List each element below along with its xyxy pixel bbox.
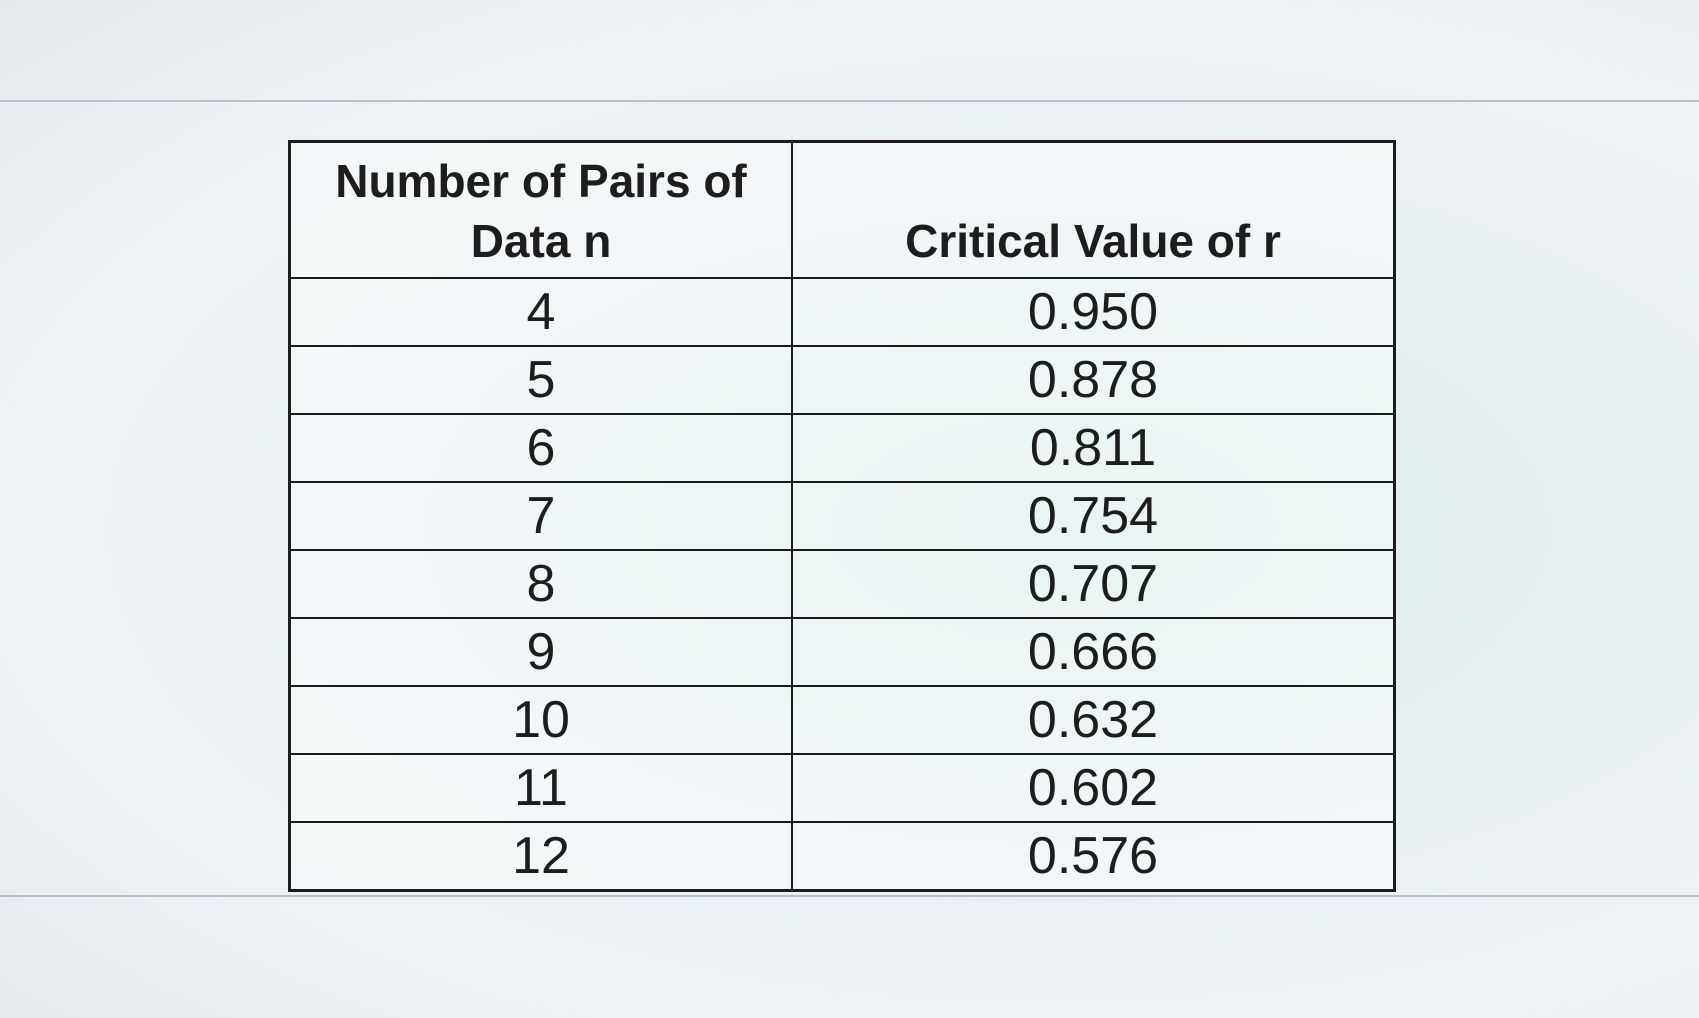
critical-value-cell: 0.632 xyxy=(791,685,1396,755)
table-row: 6 0.811 xyxy=(288,413,1396,483)
n-cell: 7 xyxy=(288,481,793,551)
table-row: 11 0.602 xyxy=(288,753,1396,823)
header-row: Number of Pairs of Data n Critical Value… xyxy=(288,140,1396,279)
table-head: Number of Pairs of Data n Critical Value… xyxy=(288,140,1396,279)
n-cell: 10 xyxy=(288,685,793,755)
n-cell: 4 xyxy=(288,277,793,347)
critical-value-cell: 0.811 xyxy=(791,413,1396,483)
n-cell: 12 xyxy=(288,821,793,892)
n-cell: 9 xyxy=(288,617,793,687)
n-cell: 8 xyxy=(288,549,793,619)
table-row: 12 0.576 xyxy=(288,821,1396,892)
header-cell: Number of Pairs of Data n xyxy=(288,140,793,279)
header-cell: Critical Value of r xyxy=(791,140,1396,279)
critical-value-cell: 0.707 xyxy=(791,549,1396,619)
critical-value-cell: 0.878 xyxy=(791,345,1396,415)
table-row: 9 0.666 xyxy=(288,617,1396,687)
critical-value-cell: 0.602 xyxy=(791,753,1396,823)
n-cell: 11 xyxy=(288,753,793,823)
critical-value-cell: 0.754 xyxy=(791,481,1396,551)
table-row: 10 0.632 xyxy=(288,685,1396,755)
critical-value-cell: 0.950 xyxy=(791,277,1396,347)
screen-rule xyxy=(0,895,1699,897)
table-body: 4 0.950 5 0.878 6 0.811 7 0.754 8 0.707 9 0.666 10 0.… xyxy=(288,277,1396,892)
table-row: 5 0.878 xyxy=(288,345,1396,415)
table-row: 4 0.950 xyxy=(288,277,1396,347)
screen-rule xyxy=(0,100,1699,102)
table-row: 8 0.707 xyxy=(288,549,1396,619)
critical-value-cell: 0.666 xyxy=(791,617,1396,687)
table-row: 7 0.754 xyxy=(288,481,1396,551)
n-cell: 5 xyxy=(288,345,793,415)
n-cell: 6 xyxy=(288,413,793,483)
critical-value-cell: 0.576 xyxy=(791,821,1396,892)
critical-values-table: Number of Pairs of Data n Critical Value… xyxy=(288,140,1396,892)
